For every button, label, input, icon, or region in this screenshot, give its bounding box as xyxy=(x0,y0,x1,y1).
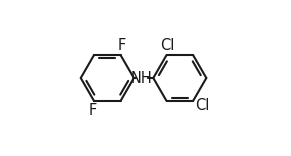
Text: NH: NH xyxy=(131,71,153,86)
Text: F: F xyxy=(88,102,97,117)
Text: F: F xyxy=(118,39,126,54)
Text: Cl: Cl xyxy=(160,38,175,53)
Text: Cl: Cl xyxy=(195,98,209,113)
